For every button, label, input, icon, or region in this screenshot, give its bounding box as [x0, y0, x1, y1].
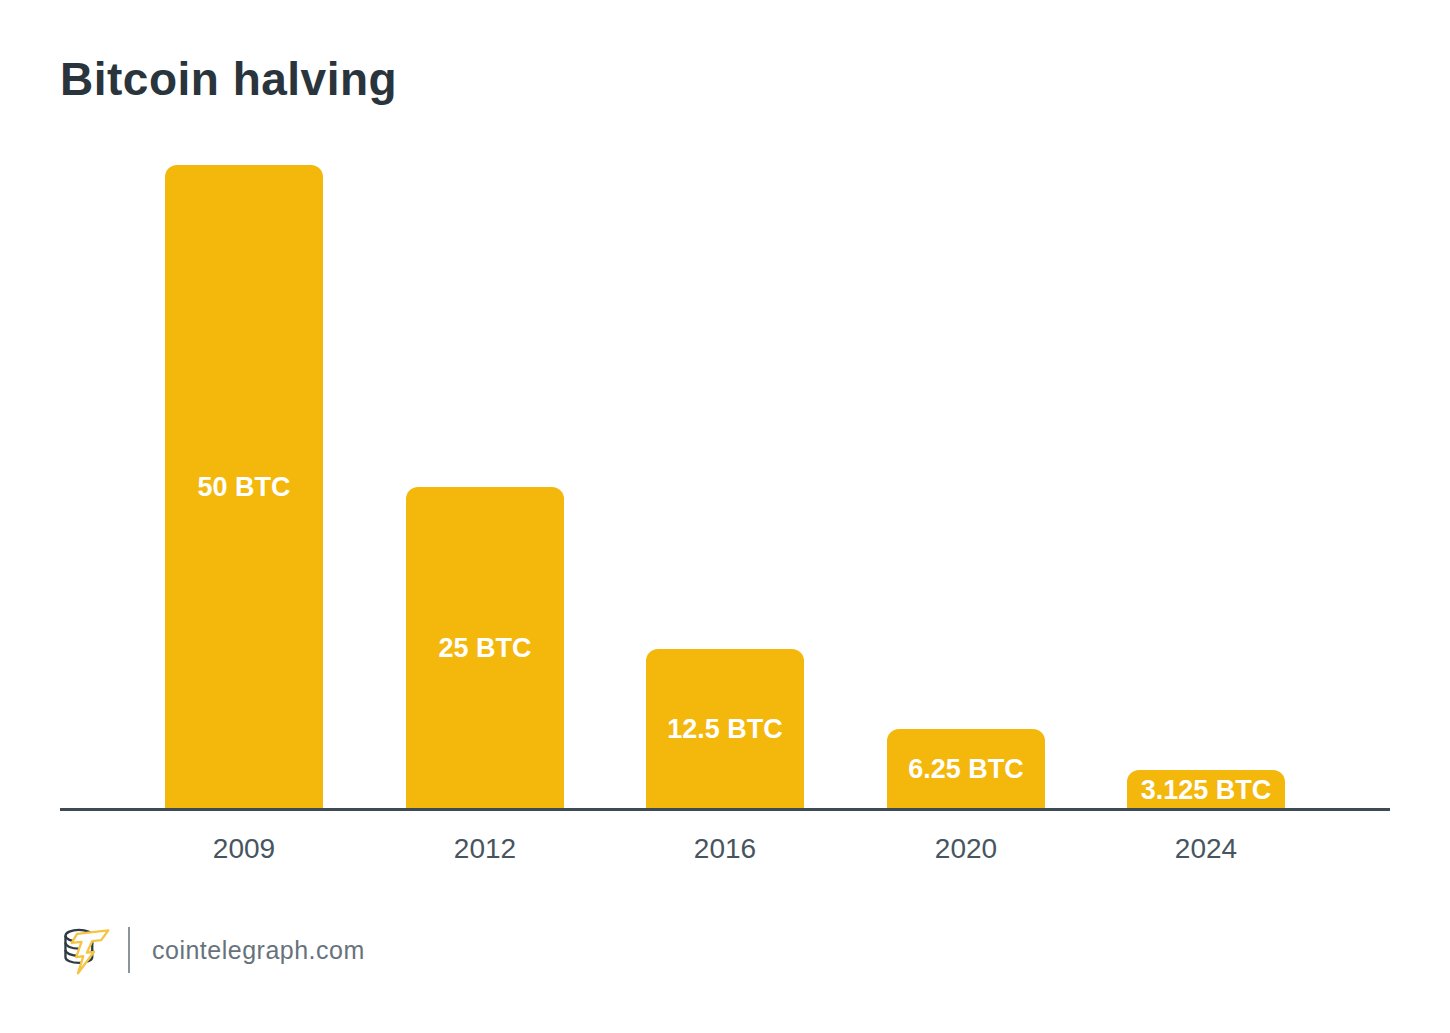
x-tick-2024: 2024 — [1127, 833, 1285, 865]
x-tick-2012: 2012 — [406, 833, 564, 865]
bar-value-label: 12.5 BTC — [667, 714, 783, 745]
bar-value-label: 6.25 BTC — [908, 754, 1024, 785]
bar-2012: 25 BTC — [406, 487, 564, 810]
x-tick-2016: 2016 — [646, 833, 804, 865]
bar-chart: 50 BTC 2009 25 BTC 2012 12.5 BTC 2016 6.25 BTC… — [0, 0, 1450, 1033]
x-tick-2020: 2020 — [887, 833, 1045, 865]
footer-divider — [128, 927, 130, 973]
x-axis-line — [60, 808, 1390, 811]
footer: cointelegraph.com — [58, 925, 365, 975]
bar-value-label: 25 BTC — [438, 633, 531, 664]
x-tick-2009: 2009 — [165, 833, 323, 865]
bar-2009: 50 BTC — [165, 165, 323, 810]
footer-site-text: cointelegraph.com — [152, 936, 365, 965]
cointelegraph-logo-icon — [58, 925, 114, 975]
bar-value-label: 50 BTC — [197, 472, 290, 503]
bar-value-label: 3.125 BTC — [1141, 775, 1272, 806]
bar-2020: 6.25 BTC — [887, 729, 1045, 810]
bar-2016: 12.5 BTC — [646, 649, 804, 810]
bar-2024: 3.125 BTC — [1127, 770, 1285, 810]
infographic-canvas: Bitcoin halving 50 BTC200925 BTC201212.5… — [0, 0, 1450, 1033]
